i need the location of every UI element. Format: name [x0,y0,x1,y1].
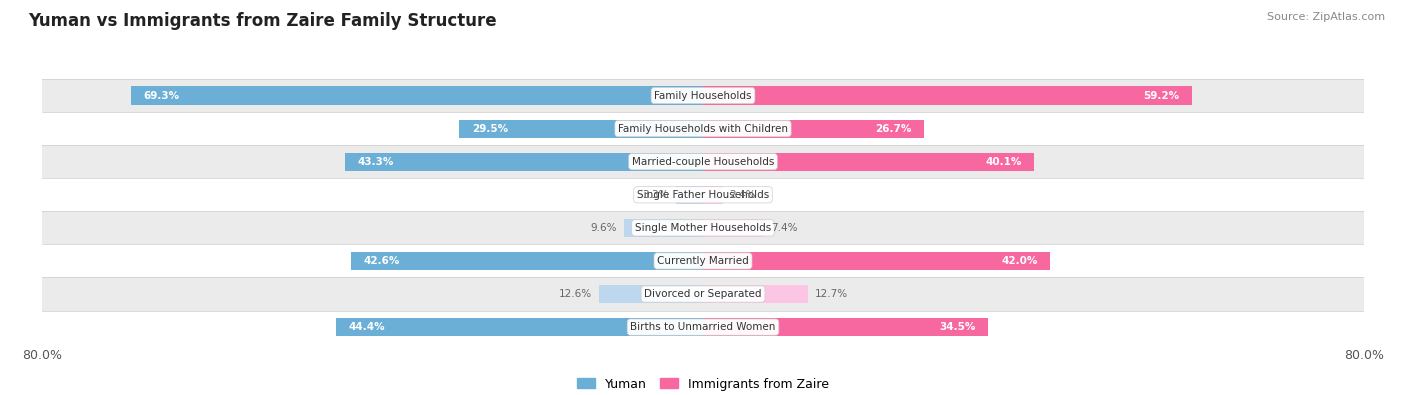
Bar [352,252,703,270]
Text: 69.3%: 69.3% [143,90,179,101]
Bar [599,285,703,303]
Text: 59.2%: 59.2% [1143,90,1180,101]
Bar [42,211,1364,245]
Text: 7.4%: 7.4% [770,223,797,233]
Bar [42,145,1364,178]
Bar [42,79,1364,112]
Text: Currently Married: Currently Married [657,256,749,266]
Bar [676,186,703,204]
Bar [703,252,1050,270]
Bar [703,219,763,237]
Bar [42,178,1364,211]
Bar [42,310,1364,344]
Text: Single Father Households: Single Father Households [637,190,769,200]
Bar [703,186,723,204]
Bar [703,318,988,336]
Text: 29.5%: 29.5% [471,124,508,134]
Text: 43.3%: 43.3% [357,157,394,167]
Text: 40.1%: 40.1% [986,157,1022,167]
Text: 12.7%: 12.7% [814,289,848,299]
Text: Married-couple Households: Married-couple Households [631,157,775,167]
Text: Yuman vs Immigrants from Zaire Family Structure: Yuman vs Immigrants from Zaire Family St… [28,12,496,30]
Bar [703,152,1035,171]
Text: 9.6%: 9.6% [591,223,617,233]
Text: 44.4%: 44.4% [349,322,385,332]
Legend: Yuman, Immigrants from Zaire: Yuman, Immigrants from Zaire [572,372,834,395]
Bar [42,277,1364,310]
Bar [703,87,1192,105]
Bar [703,120,924,138]
Text: 2.4%: 2.4% [730,190,756,200]
Text: Family Households with Children: Family Households with Children [619,124,787,134]
Text: Source: ZipAtlas.com: Source: ZipAtlas.com [1267,12,1385,22]
Bar [703,285,808,303]
Bar [346,152,703,171]
Text: Births to Unmarried Women: Births to Unmarried Women [630,322,776,332]
Bar [42,112,1364,145]
Text: 34.5%: 34.5% [939,322,976,332]
Bar [336,318,703,336]
Text: 26.7%: 26.7% [875,124,911,134]
Bar [42,245,1364,277]
Text: Single Mother Households: Single Mother Households [636,223,770,233]
Bar [624,219,703,237]
Text: Divorced or Separated: Divorced or Separated [644,289,762,299]
Text: 3.3%: 3.3% [643,190,669,200]
Text: Family Households: Family Households [654,90,752,101]
Text: 12.6%: 12.6% [560,289,592,299]
Bar [460,120,703,138]
Text: 42.0%: 42.0% [1001,256,1038,266]
Bar [131,87,703,105]
Text: 42.6%: 42.6% [364,256,399,266]
